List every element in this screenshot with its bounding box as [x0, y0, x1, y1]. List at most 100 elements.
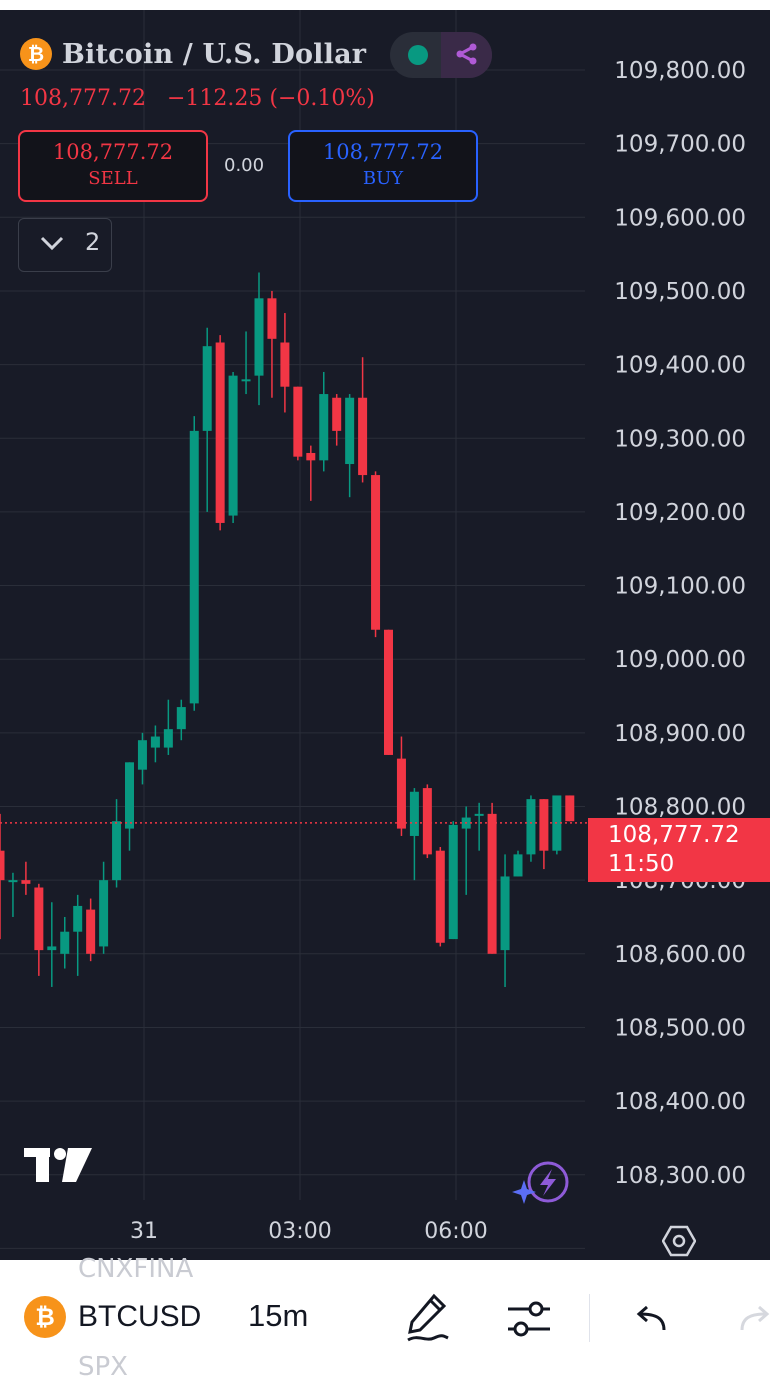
candle-body-up	[73, 905, 83, 932]
symbol-title: Bitcoin / U.S. Dollar	[62, 38, 367, 70]
candlestick-chart[interactable]: 31 03:00 06:00 109,800.00 109,700.00 109,600.…	[0, 10, 770, 1260]
candle-body-up	[228, 375, 238, 516]
price-change: −112.25 (−0.10%)	[166, 86, 375, 111]
current-price-value: 108,777.72	[608, 822, 740, 848]
chart-area[interactable]: 31 03:00 06:00 109,800.00 109,700.00 109,600.…	[0, 10, 770, 1260]
candle-body-down	[215, 342, 225, 523]
price-axis-label: 108,500.00	[614, 1015, 746, 1041]
share-button[interactable]	[441, 32, 492, 78]
price-axis-label: 108,400.00	[614, 1089, 746, 1115]
share-icon	[456, 43, 477, 65]
candle-body-up	[137, 740, 147, 770]
time-axis-label: 03:00	[268, 1219, 331, 1244]
candle-body-down	[435, 850, 445, 943]
interval-selector[interactable]: 15m	[248, 1298, 309, 1333]
candle-body-down	[539, 799, 549, 851]
candle-body-down	[332, 397, 342, 431]
candle-body-down	[371, 475, 381, 630]
lightning-icon[interactable]	[512, 1160, 572, 1210]
spread-value: 0.00	[224, 155, 265, 176]
candle-body-up	[474, 813, 484, 816]
candle-body-down	[34, 887, 44, 951]
symbol-header[interactable]: ₿ Bitcoin / U.S. Dollar	[20, 38, 366, 70]
ghost-symbol-bottom: SPX	[78, 1352, 128, 1382]
candle-body-down	[293, 386, 303, 457]
time-axis-label: 06:00	[424, 1219, 487, 1244]
price-axis-label: 109,000.00	[614, 647, 746, 673]
price-axis-label: 109,500.00	[614, 279, 746, 305]
candle-body-down	[487, 813, 497, 954]
candle-body-down	[422, 788, 432, 855]
candle-body-down	[267, 298, 277, 339]
price-axis-label: 109,700.00	[614, 132, 746, 158]
candle-body-up	[319, 394, 329, 461]
candle-body-up	[513, 854, 523, 877]
candle-body-up	[150, 736, 160, 748]
candle-body-up	[8, 880, 18, 883]
sell-label: SELL	[88, 168, 138, 189]
candle-body-up	[112, 821, 122, 881]
pen-icon[interactable]	[404, 1292, 450, 1344]
candle-body-up	[60, 931, 70, 954]
candle-body-up	[448, 824, 458, 940]
quote-line: 108,777.72 −112.25 (−0.10%)	[20, 86, 389, 111]
candle-body-down	[358, 397, 368, 476]
candle-body-up	[345, 397, 355, 465]
price-axis-label: 109,600.00	[614, 205, 746, 231]
candle-body-up	[176, 707, 186, 730]
redo-icon[interactable]	[738, 1304, 770, 1332]
price-axis-label: 109,800.00	[614, 58, 746, 84]
tradingview-logo	[24, 1148, 92, 1182]
price-axis-label: 109,400.00	[614, 353, 746, 379]
candle-body-up	[202, 346, 212, 431]
price-axis-label: 108,800.00	[614, 795, 746, 821]
sell-price: 108,777.72	[52, 140, 174, 164]
symbol-name: BTCUSD	[78, 1300, 202, 1333]
sliders-icon[interactable]	[506, 1298, 552, 1340]
bitcoin-icon: ₿	[20, 38, 52, 70]
candle-body-up	[254, 298, 264, 376]
candle-body-down	[86, 909, 96, 954]
buy-button[interactable]: 108,777.72 BUY	[288, 130, 478, 202]
undo-icon[interactable]	[634, 1304, 668, 1332]
price-axis-label: 109,200.00	[614, 500, 746, 526]
price-axis-label: 109,100.00	[614, 574, 746, 600]
buy-label: BUY	[362, 168, 404, 189]
candle-body-up	[526, 799, 536, 855]
indicators-count: 2	[85, 228, 101, 256]
toolbar-divider	[589, 1294, 590, 1342]
candle-body-up	[99, 880, 109, 947]
candle-body-down	[280, 342, 290, 387]
candle-body-up	[125, 762, 134, 829]
candle-body-down	[0, 850, 5, 881]
price-axis-label: 108,900.00	[614, 721, 746, 747]
status-pill[interactable]	[390, 32, 492, 78]
last-price: 108,777.72	[20, 86, 146, 111]
candle-body-up	[409, 791, 419, 836]
candle-body-down	[306, 452, 316, 461]
candle-body-down	[396, 758, 406, 829]
time-axis-label: 31	[130, 1219, 158, 1244]
current-price-label: 108,777.72 11:50	[588, 818, 770, 882]
ghost-symbol-top: CNXFINA	[78, 1254, 194, 1284]
chart-settings-icon[interactable]	[662, 1224, 696, 1258]
indicators-toggle[interactable]: 2	[18, 218, 112, 272]
candle-body-down	[565, 795, 575, 822]
candle-body-down	[384, 629, 393, 755]
candle-body-up	[189, 430, 199, 704]
market-open-indicator	[408, 45, 428, 65]
bitcoin-icon: ₿	[24, 1296, 66, 1338]
candle-body-up	[241, 379, 251, 382]
candle-body-up	[500, 876, 510, 951]
symbol-selector[interactable]: ₿ BTCUSD	[24, 1296, 201, 1338]
candle-body-up	[163, 729, 173, 748]
candle-body-down	[21, 880, 31, 884]
buy-price: 108,777.72	[322, 140, 444, 164]
sell-button[interactable]: 108,777.72 SELL	[18, 130, 208, 202]
bottom-toolbar: CNXFINA SPX	[0, 1254, 770, 1382]
price-axis-label: 108,600.00	[614, 942, 746, 968]
chevron-down-icon	[40, 236, 64, 251]
bar-countdown: 11:50	[608, 851, 675, 877]
price-axis-label: 109,300.00	[614, 426, 746, 452]
